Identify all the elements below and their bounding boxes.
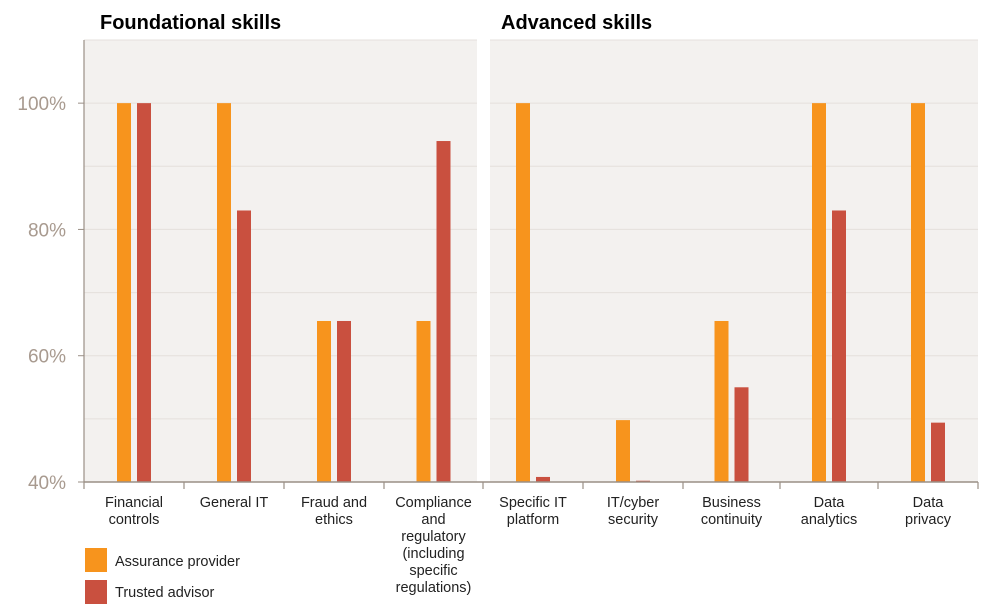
y-tick-label: 40%: [28, 473, 66, 494]
legend-swatch-trusted-advisor: [85, 580, 107, 604]
category-label-business-continuity: Business continuity: [701, 495, 763, 528]
y-tick-label: 80%: [28, 220, 66, 241]
panel-title-foundational: Foundational skills: [100, 12, 281, 34]
bar-trusted-advisor-business-continuity: [734, 387, 749, 482]
bar-assurance-provider-financial-controls: [117, 103, 131, 483]
bar-assurance-provider-specific-it-platform: [516, 103, 530, 483]
legend-swatch-assurance-provider: [85, 548, 107, 572]
bar-assurance-provider-data-analytics: [812, 103, 826, 483]
category-label-financial-controls: Financial controls: [105, 495, 163, 528]
panel-title-advanced: Advanced skills: [501, 12, 652, 34]
bar-assurance-provider-compliance-and-regulatory-including-specific-regulations: [416, 320, 431, 482]
bar-assurance-provider-general-it: [217, 103, 231, 483]
bar-assurance-provider-fraud-and-ethics: [317, 320, 331, 482]
category-label-fraud-and-ethics: Fraud and ethics: [301, 495, 367, 528]
category-label-compliance-and-regulatory-including-specific-regulations: Compliance and regulatory (including specifi…: [395, 495, 472, 596]
bar-trusted-advisor-financial-controls: [137, 103, 151, 483]
category-label-general-it: General IT: [200, 495, 269, 511]
category-label-specific-it-platform: Specific IT platform: [499, 495, 567, 528]
bar-assurance-provider-it-cyber-security: [616, 420, 630, 482]
legend-label-assurance-provider: Assurance provider: [115, 554, 240, 570]
y-tick-label: 60%: [28, 347, 66, 368]
bar-assurance-provider-data-privacy: [911, 103, 925, 483]
bar-trusted-advisor-general-it: [237, 210, 251, 482]
bar-trusted-advisor-data-privacy: [931, 422, 945, 482]
bar-trusted-advisor-data-analytics: [832, 210, 846, 482]
y-tick-label: 100%: [17, 94, 66, 115]
category-label-data-privacy: Data privacy: [905, 495, 952, 528]
category-label-data-analytics: Data analytics: [801, 495, 857, 528]
category-label-it-cyber-security: IT/cyber security: [607, 495, 660, 528]
bar-trusted-advisor-specific-it-platform: [536, 476, 550, 482]
legend-label-trusted-advisor: Trusted advisor: [115, 585, 215, 601]
panel-bg-advanced: [490, 40, 978, 482]
bar-trusted-advisor-fraud-and-ethics: [337, 320, 351, 482]
bar-trusted-advisor-compliance-and-regulatory-including-specific-regulations: [436, 141, 451, 482]
bar-assurance-provider-business-continuity: [714, 320, 729, 482]
